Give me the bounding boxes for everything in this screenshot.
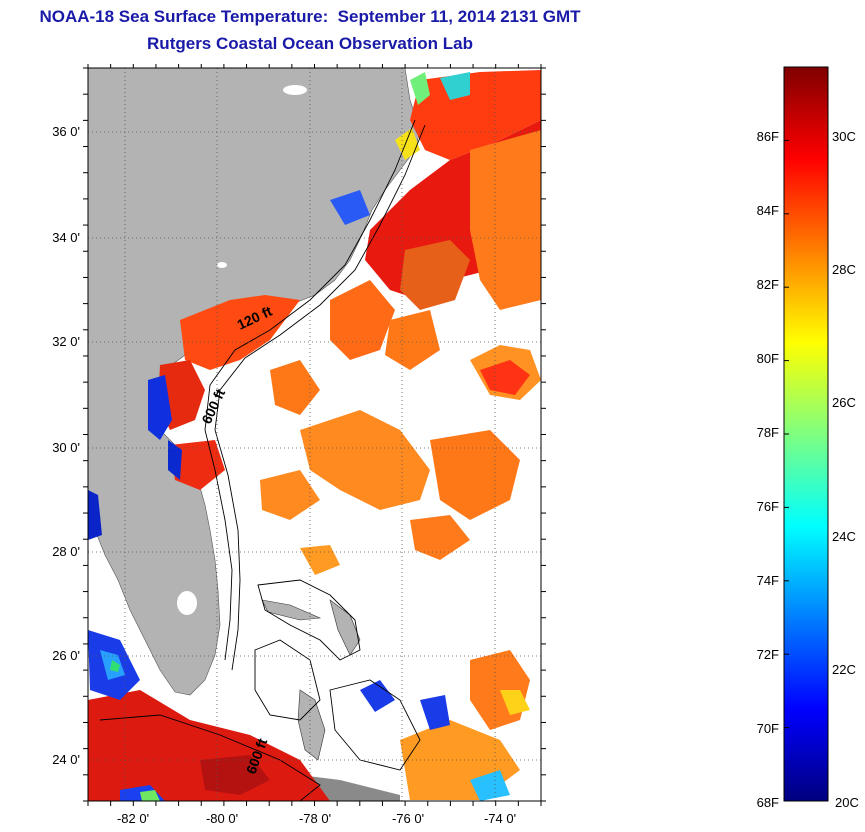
lat-tick-label: 32 0' [52,334,80,349]
colorbar-f-label: 76F [757,499,779,514]
colorbar-ticks [784,66,789,802]
lake-shape [283,85,307,95]
map-panel: 120 ft 600 ft 600 ft 36 0' 34 0' 32 0' 3… [52,64,546,826]
lake-okeechobee [177,591,197,615]
lat-tick-label: 30 0' [52,440,80,455]
bathymetry-contours [99,119,426,801]
colorbar-f-label: 72F [757,647,779,662]
sst-cool-patches [88,72,530,801]
lon-tick-label: -80 0' [206,811,238,826]
colorbar-c-label: 20C [835,795,859,810]
lon-tick-label: -76 0' [392,811,424,826]
colorbar-c-label: 24C [832,529,856,544]
map-frame-ticks [83,64,546,806]
sst-warm-patches [88,70,541,801]
latitude-axis: 36 0' 34 0' 32 0' 30 0' 28 0' 26 0' 24 0… [52,124,80,767]
colorbar: 86F 84F 82F 80F 78F 76F 74F 72F 70F 68F … [757,66,859,810]
lat-tick-label: 34 0' [52,230,80,245]
colorbar-c-label: 30C [832,129,856,144]
longitude-axis: -82 0' -80 0' -78 0' -76 0' -74 0' [117,811,516,826]
colorbar-f-label: 68F [757,795,779,810]
lon-tick-label: -74 0' [484,811,516,826]
colorbar-f-label: 84F [757,203,779,218]
lake-shape [98,602,110,612]
colorbar-f-label: 80F [757,351,779,366]
colorbar-f-label: 86F [757,129,779,144]
lat-tick-label: 26 0' [52,648,80,663]
lat-tick-label: 36 0' [52,124,80,139]
map-title: NOAA-18 Sea Surface Temperature: Septemb… [39,7,581,26]
lon-tick-label: -78 0' [299,811,331,826]
colorbar-f-label: 74F [757,573,779,588]
land-bahamas-abaco [329,599,361,656]
colorbar-fahrenheit-labels: 86F 84F 82F 80F 78F 76F 74F 72F 70F 68F [757,129,779,810]
colorbar-f-label: 78F [757,425,779,440]
lat-tick-label: 24 0' [52,752,80,767]
lat-tick-label: 28 0' [52,544,80,559]
lake-shape [217,262,227,268]
colorbar-f-label: 70F [757,721,779,736]
colorbar-gradient [783,66,829,802]
lon-tick-label: -82 0' [117,811,149,826]
map-subtitle: Rutgers Coastal Ocean Observation Lab [147,34,473,53]
colorbar-c-label: 26C [832,395,856,410]
colorbar-f-label: 82F [757,277,779,292]
colorbar-c-label: 22C [832,662,856,677]
colorbar-c-label: 28C [832,262,856,277]
land-grand-bahama [261,599,322,621]
colorbar-celsius-labels: 30C 28C 26C 24C 22C 20C [832,129,859,810]
